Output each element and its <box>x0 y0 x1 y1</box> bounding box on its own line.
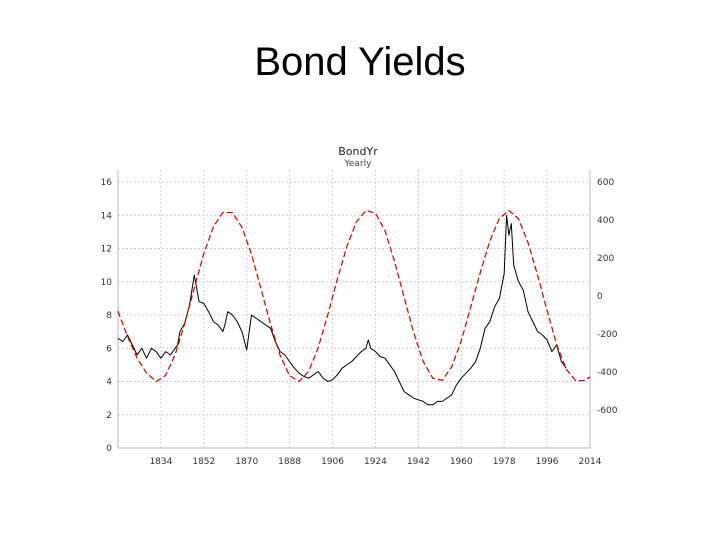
cycle-line <box>117 209 591 383</box>
y-left-tick-label: 0 <box>106 444 112 454</box>
x-tick-label: 1942 <box>407 457 430 467</box>
y-left-tick-label: 6 <box>106 344 112 354</box>
y-left-tick-label: 16 <box>101 178 113 188</box>
y-left-tick-label: 8 <box>106 311 112 321</box>
y-left-tick-label: 10 <box>101 278 113 288</box>
chart-title: BondYr <box>338 145 378 158</box>
y-right-tick-label: 600 <box>597 178 614 188</box>
y-left-tick-label: 2 <box>106 411 112 421</box>
y-right-tick-label: -200 <box>597 330 618 340</box>
y-right-tick-label: 400 <box>597 216 614 226</box>
x-tick-label: 1870 <box>235 457 258 467</box>
chart-subtitle: Yearly <box>344 159 373 169</box>
y-right-tick-label: -400 <box>597 368 618 378</box>
x-tick-label: 1834 <box>149 457 172 467</box>
y-right-tick-label: 200 <box>597 254 614 264</box>
x-tick-label: 2014 <box>579 457 602 467</box>
x-tick-label: 1978 <box>493 457 516 467</box>
x-tick-label: 1888 <box>278 457 301 467</box>
slide-title: Bond Yields <box>254 40 466 84</box>
y-left-tick-label: 4 <box>106 378 112 388</box>
x-tick-label: 1996 <box>536 457 559 467</box>
y-right-tick-label: -600 <box>597 406 618 416</box>
x-tick-label: 1960 <box>450 457 473 467</box>
axes: 1834 1852 1870 1888 1906 1924 1942 1960 1978 1996… <box>101 170 618 467</box>
x-tick-label: 1906 <box>321 457 344 467</box>
y-left-tick-label: 12 <box>101 245 112 255</box>
yield-line <box>117 214 567 406</box>
series <box>117 209 591 406</box>
y-left-tick-label: 14 <box>101 211 113 221</box>
x-tick-label: 1852 <box>192 457 215 467</box>
x-tick-label: 1924 <box>364 457 387 467</box>
y-right-tick-label: 0 <box>597 292 603 302</box>
